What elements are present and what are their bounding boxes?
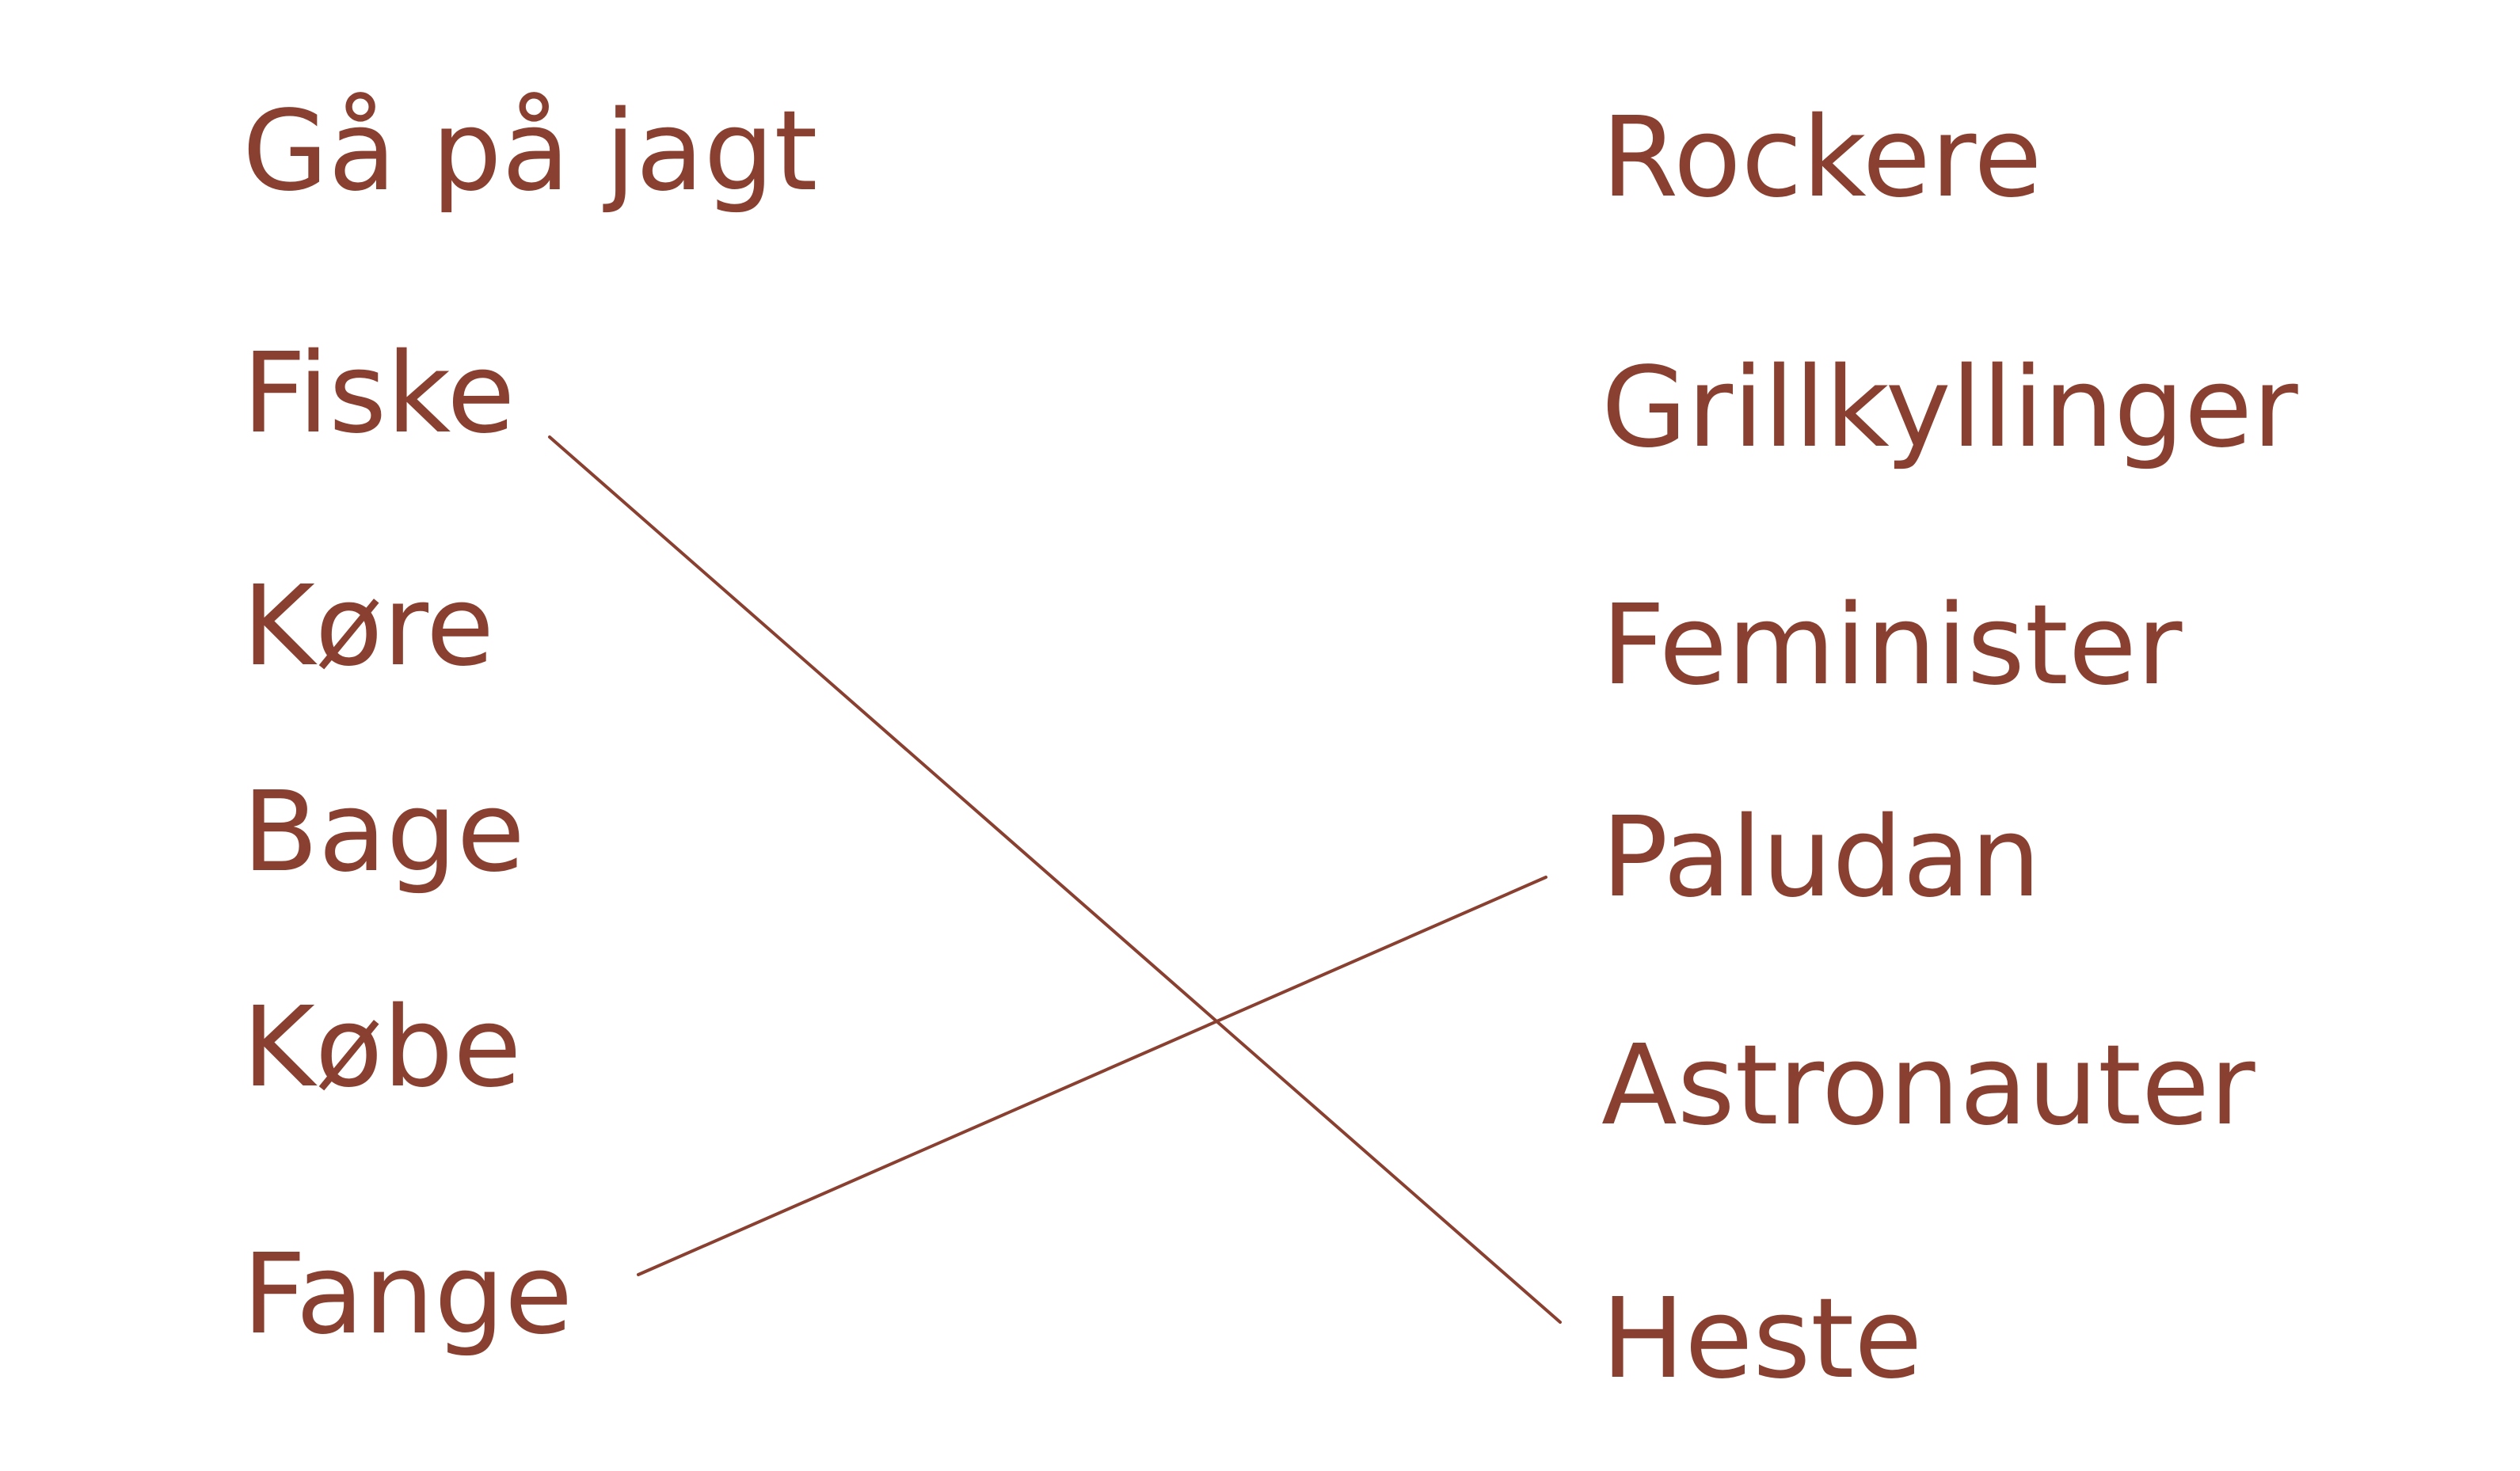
connector-fange-paludan[interactable] [637,876,1547,1276]
right-word-astronauter: Astronauter [1601,1021,2255,1150]
right-word-paludan: Paludan [1601,793,2041,922]
left-word-kore: Køre [242,562,495,691]
right-word-grillkyllinger: Grillkyllinger [1601,344,2298,473]
right-word-heste: Heste [1601,1275,1923,1404]
left-word-bage: Bage [242,768,525,897]
connector-fiske-heste[interactable] [548,435,1562,1324]
left-word-kobe: Købe [242,983,522,1112]
left-word-fange: Fange [242,1230,573,1359]
left-word-fiske: Fiske [242,329,516,458]
right-word-feminister: Feminister [1601,581,2183,710]
right-word-rockere: Rockere [1601,93,2042,222]
left-word-ga-pa-jagt: Gå på jagt [242,87,818,216]
